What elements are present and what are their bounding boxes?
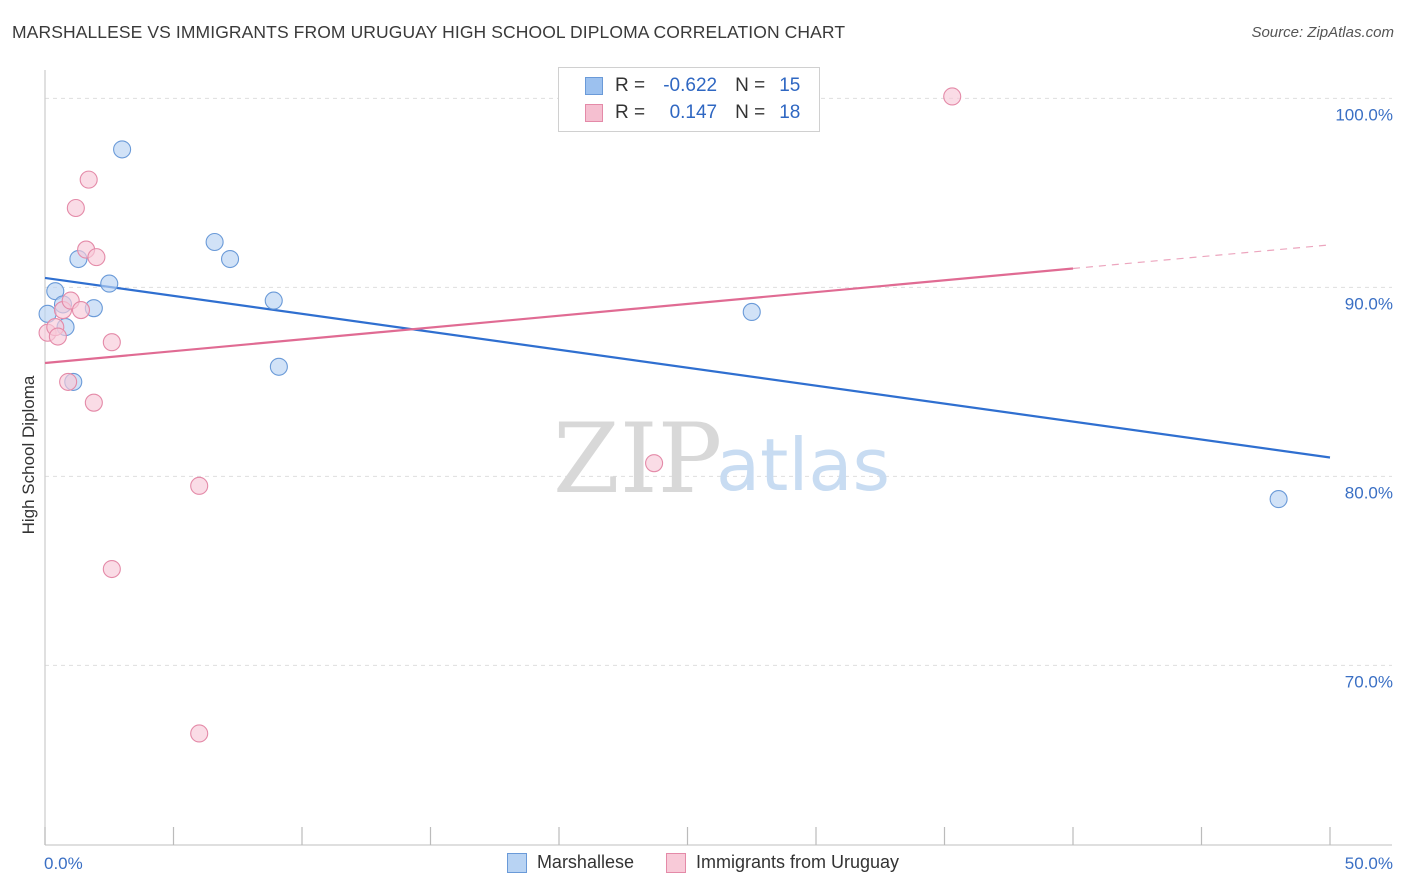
data-point-uruguay — [84, 393, 103, 412]
data-point-marshallese — [100, 274, 119, 293]
n-label: N = — [735, 102, 766, 123]
legend-swatch-uruguay — [665, 852, 686, 873]
data-points — [38, 87, 1288, 743]
data-point-uruguay — [102, 333, 121, 352]
legend-row-marshallese: R = -0.622 N = 15 — [585, 74, 800, 98]
data-point-uruguay — [102, 559, 121, 579]
data-point-marshallese — [742, 302, 761, 322]
legend-label-uruguay: Immigrants from Uruguay — [695, 852, 900, 872]
legend-swatch-marshallese — [585, 77, 603, 95]
correlation-legend: R = -0.622 N = 15 R = 0.147 N = 18 — [558, 67, 820, 132]
watermark-zip: ZIP — [553, 403, 722, 515]
legend-swatch-uruguay — [585, 104, 603, 122]
y-tick-label: 100.0% — [1335, 105, 1393, 124]
y-tick-label: 80.0% — [1345, 483, 1393, 502]
r-label: R = — [615, 75, 646, 96]
data-point-uruguay — [87, 248, 106, 267]
r-value: -0.622 — [663, 75, 718, 96]
chart-title: MARSHALLESE VS IMMIGRANTS FROM URUGUAY H… — [12, 22, 846, 42]
r-label: R = — [615, 102, 646, 123]
data-point-uruguay — [59, 372, 78, 391]
legend-item-uruguay[interactable]: Immigrants from Uruguay — [665, 852, 900, 873]
n-value: 18 — [779, 102, 801, 123]
data-point-uruguay — [79, 170, 98, 189]
data-point-uruguay — [71, 301, 91, 320]
n-label: N = — [735, 75, 766, 96]
y-axis-title: High School Diploma — [19, 375, 38, 534]
data-point-marshallese — [264, 291, 283, 310]
data-point-marshallese — [220, 249, 240, 269]
data-point-uruguay — [190, 476, 209, 495]
x-tick-label-max: 50.0% — [1345, 854, 1393, 873]
trend-line-1 — [44, 267, 1074, 365]
watermark-atlas: atlas — [716, 423, 890, 507]
series-legend: Marshallese Immigrants from Uruguay — [0, 852, 1406, 873]
source-label: Source: ZipAtlas.com — [1251, 24, 1394, 41]
trend-lines — [44, 244, 1331, 459]
data-point-uruguay — [943, 87, 962, 106]
y-tick-label: 70.0% — [1345, 672, 1393, 691]
legend-item-marshallese[interactable]: Marshallese — [506, 852, 634, 873]
legend-swatch-marshallese — [506, 852, 527, 873]
trend-line-0 — [44, 276, 1331, 459]
data-point-marshallese — [269, 357, 288, 376]
data-point-marshallese — [1269, 490, 1288, 509]
data-point-marshallese — [113, 140, 132, 159]
y-tick-label: 90.0% — [1345, 294, 1393, 313]
data-point-uruguay — [66, 198, 85, 218]
n-value: 15 — [779, 75, 801, 96]
r-value: 0.147 — [669, 102, 718, 123]
data-point-uruguay — [48, 327, 67, 346]
axes — [44, 70, 1392, 846]
data-point-uruguay — [190, 724, 209, 743]
data-point-uruguay — [645, 454, 664, 473]
grid-lines — [45, 97, 1392, 666]
legend-row-uruguay: R = 0.147 N = 18 — [585, 101, 800, 125]
x-tick-label-min: 0.0% — [44, 854, 83, 873]
data-point-marshallese — [205, 232, 224, 252]
legend-label-marshallese: Marshallese — [536, 852, 634, 872]
trend-line-extension-1 — [1072, 244, 1331, 270]
y-tick-labels: 70.0% 80.0% 90.0% 100.0% — [1335, 105, 1393, 691]
